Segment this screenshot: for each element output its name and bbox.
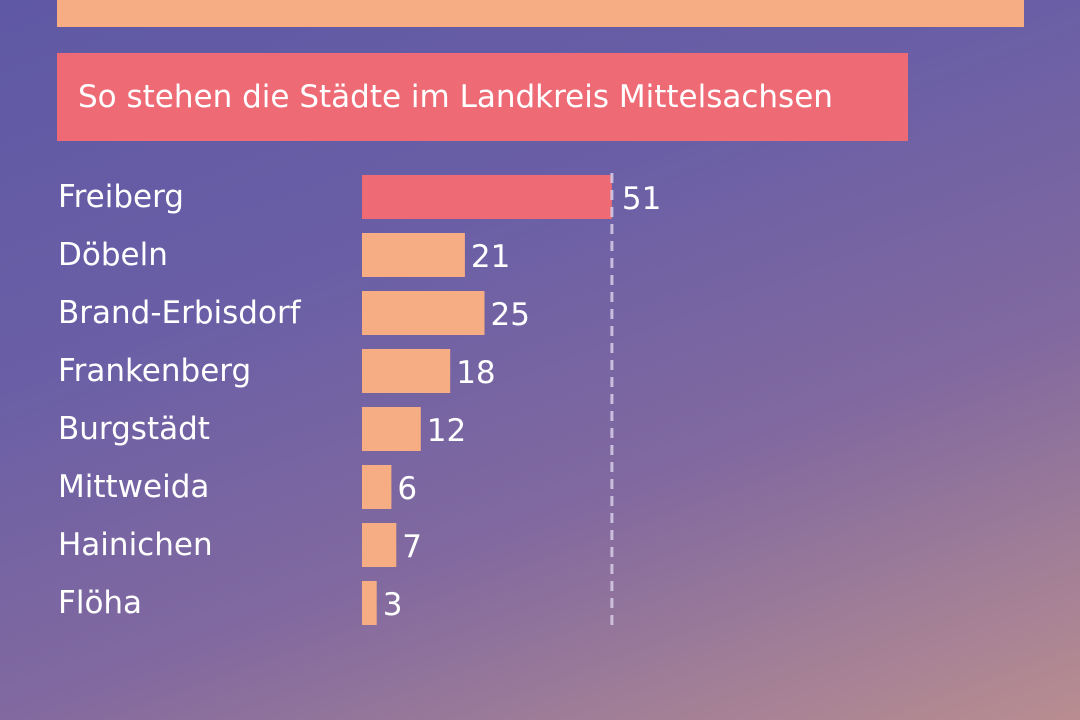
value-label: 7 xyxy=(402,529,422,565)
category-label: Flöha xyxy=(58,585,142,621)
bar-freiberg xyxy=(362,175,612,219)
value-label: 3 xyxy=(383,587,403,623)
value-label: 12 xyxy=(427,413,466,449)
chart-title-box: So stehen die Städte im Landkreis Mittel… xyxy=(57,53,908,141)
bar-brand-erbisdorf xyxy=(362,291,485,335)
bar-burgstädt xyxy=(362,407,421,451)
bar-frankenberg xyxy=(362,349,451,393)
category-label: Freiberg xyxy=(58,179,184,215)
category-label: Brand-Erbisdorf xyxy=(58,295,302,331)
value-label: 25 xyxy=(491,297,530,333)
category-label: Frankenberg xyxy=(58,353,251,389)
bar-döbeln xyxy=(362,233,465,277)
category-label: Mittweida xyxy=(58,469,209,505)
value-label: 21 xyxy=(471,239,510,275)
bar-hainichen xyxy=(362,523,397,567)
value-label: 51 xyxy=(622,181,661,217)
category-label: Hainichen xyxy=(58,527,213,563)
category-label: Döbeln xyxy=(58,237,168,273)
bar-flöha xyxy=(362,581,377,625)
value-label: 18 xyxy=(456,355,495,391)
top-banner-bar xyxy=(57,0,1024,27)
bar-mittweida xyxy=(362,465,392,509)
category-label: Burgstädt xyxy=(58,411,210,447)
value-label: 6 xyxy=(397,471,417,507)
chart-title: So stehen die Städte im Landkreis Mittel… xyxy=(78,79,833,115)
